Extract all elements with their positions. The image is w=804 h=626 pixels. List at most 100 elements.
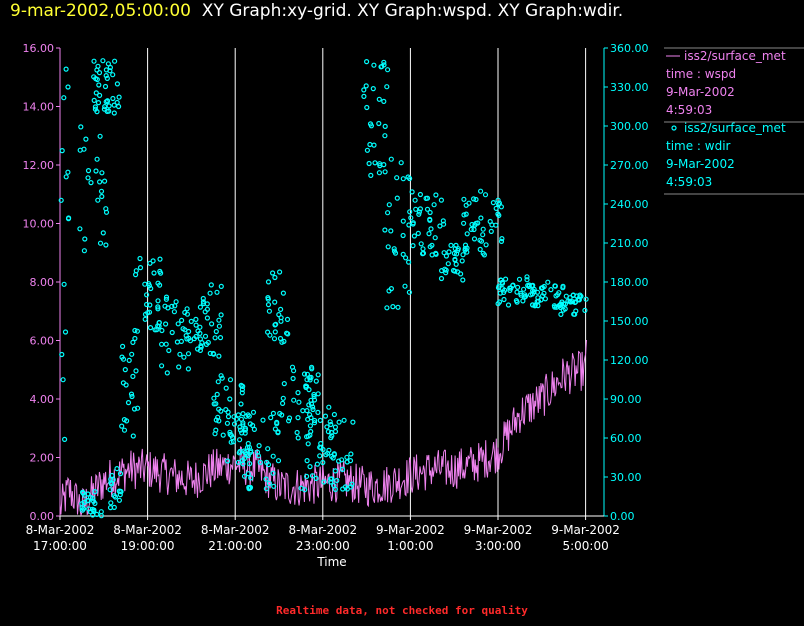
wdir-point [85, 491, 91, 497]
wdir-point [499, 236, 505, 242]
wdir-point [242, 425, 248, 431]
wdir-point [317, 453, 323, 459]
wdir-point [400, 218, 406, 224]
wdir-point [277, 410, 283, 417]
wdir-point [220, 432, 226, 438]
wdir-point [111, 110, 117, 116]
wdir-point [197, 324, 203, 330]
wdir-point [572, 311, 578, 317]
wdir-point [104, 98, 111, 104]
wdir-point [304, 458, 310, 464]
wdir-point [477, 237, 483, 243]
wdir-point [110, 95, 116, 102]
wdir-point [125, 400, 132, 406]
wdir-point [114, 466, 120, 472]
wdir-point [315, 391, 321, 397]
wdir-point [207, 350, 213, 356]
wdir-point [114, 99, 120, 106]
wdir-point [386, 202, 392, 208]
wdir-point [303, 384, 309, 390]
wdir-point [325, 429, 331, 435]
axes [59, 48, 605, 517]
wdir-point [117, 492, 123, 498]
wdir-point [61, 436, 68, 442]
wdir-point [60, 377, 66, 383]
wdir-point [100, 58, 106, 64]
wdir-point [243, 413, 249, 419]
wdir-point [471, 226, 477, 233]
legend-text: 9-Mar-2002 [666, 85, 735, 99]
wdir-point [420, 246, 426, 252]
wdir-point [427, 217, 433, 223]
wdir-point [464, 231, 470, 237]
wdir-point [328, 476, 334, 482]
wdir-point [280, 400, 286, 406]
grid-lines [147, 48, 587, 516]
wdir-point [169, 329, 175, 336]
wdir-point [85, 498, 92, 504]
wdir-point [437, 223, 443, 229]
wdir-point [445, 261, 451, 267]
wdir-point [305, 441, 311, 447]
wdir-point [313, 378, 319, 384]
wdir-point [106, 108, 112, 114]
wdir-point [314, 461, 320, 467]
x-tick-time: 23:00:00 [296, 539, 350, 553]
wdir-point [527, 292, 534, 298]
wdir-point [381, 98, 387, 105]
wdir-point [214, 289, 220, 295]
wdir-point [372, 160, 378, 166]
wdir-point [96, 92, 103, 99]
wdir-point [313, 475, 319, 481]
wdir-point [481, 252, 487, 258]
wdir-point [123, 382, 129, 388]
wdir-point [132, 327, 138, 334]
wdir-point [582, 307, 588, 313]
wdir-point [417, 206, 423, 212]
wdir-point [272, 426, 278, 432]
wdir-point [532, 303, 538, 309]
wdir-point [182, 309, 188, 316]
wdir-point [59, 351, 65, 358]
wdir-point [103, 209, 110, 215]
wdir-point [237, 427, 244, 433]
wdir-point [443, 253, 449, 259]
wdir-point [218, 312, 224, 318]
x-tick-date: 9-Mar-2002 [464, 523, 533, 537]
wdir-point [402, 283, 408, 289]
wdir-point [214, 391, 220, 397]
left-tick-label: 12.00 [23, 159, 55, 172]
wdir-point [80, 490, 86, 496]
wdir-point [514, 284, 521, 290]
wdir-point [63, 66, 69, 72]
wdir-point [134, 328, 140, 334]
wdir-point [166, 347, 172, 354]
wdir-point [368, 172, 374, 178]
wdir-point [184, 306, 190, 312]
wdir-point [334, 477, 340, 484]
wdir-point [290, 375, 296, 382]
wdir-point [129, 393, 135, 400]
right-tick-label: 240.00 [610, 198, 649, 211]
x-tick-date: 8-Mar-2002 [288, 523, 357, 537]
wdir-point [548, 287, 554, 293]
left-tick-label: 2.00 [30, 452, 55, 465]
legend-text: time : wspd [666, 67, 736, 81]
legend-text: iss2/surface_met [684, 49, 786, 63]
wdir-point [403, 255, 409, 261]
wdir-point [63, 174, 69, 180]
wdir-point [277, 269, 283, 275]
wdir-point [483, 242, 489, 248]
wdir-point [157, 268, 163, 274]
wdir-point [91, 58, 97, 64]
wdir-point [438, 197, 444, 203]
wdir-point [217, 335, 224, 341]
wdir-point [130, 433, 136, 439]
wdir-point [173, 299, 179, 305]
wdir-point [529, 283, 535, 289]
wdir-point [278, 306, 284, 312]
wdir-point [95, 197, 101, 203]
wdir-point [209, 321, 215, 327]
wdir-point [339, 457, 345, 463]
wdir-point [270, 453, 276, 459]
